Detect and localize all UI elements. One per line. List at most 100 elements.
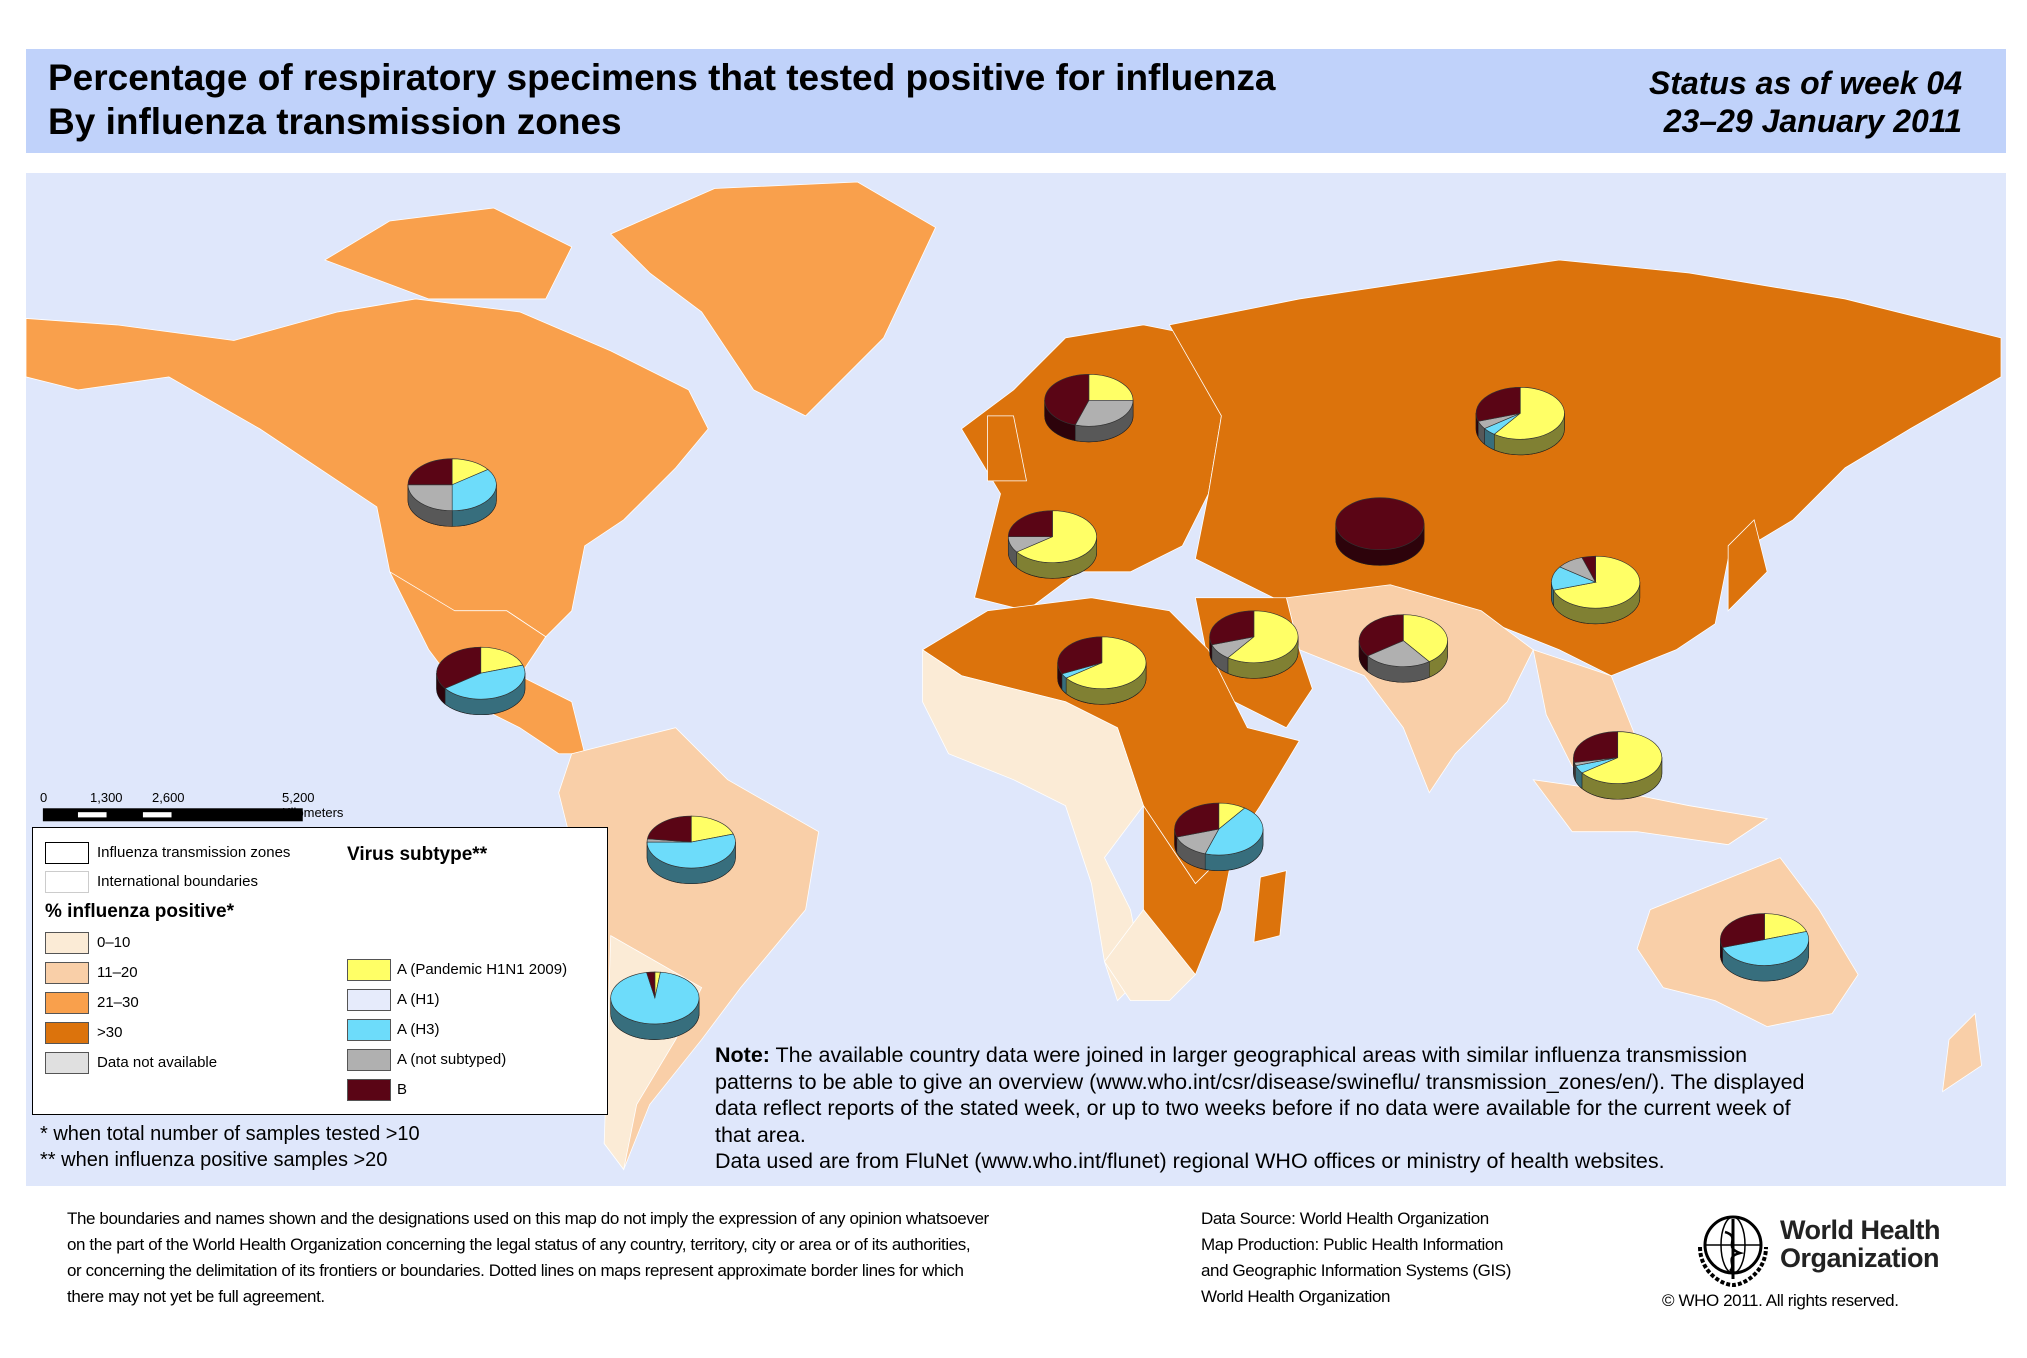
pie-slice <box>1402 614 1448 663</box>
land-new-zealand <box>1942 1012 1982 1093</box>
disclaimer: The boundaries and names shown and the d… <box>67 1206 989 1310</box>
scale-tick: 1,300 <box>90 790 123 805</box>
legend-boundaries-label: International boundaries <box>97 873 258 890</box>
percent-swatch <box>45 1022 89 1044</box>
pie-slice <box>1764 913 1808 940</box>
zone-pie <box>1209 610 1299 679</box>
pie-slice <box>1074 399 1134 427</box>
percent-legend-title: % influenza positive* <box>45 901 234 922</box>
pie-slice <box>1335 497 1425 551</box>
copyright: © WHO 2011. All rights reserved. <box>1662 1291 1899 1310</box>
percent-swatch <box>45 962 89 984</box>
scale-tick: 5,200 Kilometers <box>282 790 344 820</box>
footnote-single: * when total number of samples tested >1… <box>40 1123 420 1145</box>
status-dates: 23–29 January 2011 <box>1663 103 1962 139</box>
virus-legend-title: Virus subtype** <box>347 844 488 865</box>
pie-slice <box>690 815 734 843</box>
who-logo-text: World Health Organization <box>1780 1215 1941 1272</box>
pie-slice <box>451 469 497 512</box>
pie-slice <box>1065 636 1147 690</box>
zone-pie <box>1720 913 1810 982</box>
disclaimer-line: or concerning the delimitation of its fr… <box>67 1261 964 1280</box>
zone-pie <box>1358 614 1448 683</box>
who-emblem-icon <box>1698 1215 1768 1288</box>
pie-slice <box>1573 731 1619 763</box>
pie-slice <box>1057 636 1103 675</box>
pie-slice <box>407 484 453 512</box>
note-text-2: Data used are from FluNet (www.who.int/f… <box>715 1149 1665 1173</box>
pie-slice <box>1209 610 1255 646</box>
credits: Data Source: World Health Organization M… <box>1201 1206 1511 1310</box>
pie-slice <box>436 646 482 689</box>
scale-tick: 0 <box>40 790 48 805</box>
credit-line: Data Source: World Health Organization <box>1201 1209 1489 1228</box>
credit-line: World Health Organization <box>1201 1287 1391 1306</box>
pie-slice <box>444 664 526 700</box>
legend-zones-label: Influenza transmission zones <box>97 844 291 861</box>
note: Note: The available country data were jo… <box>715 1042 1815 1175</box>
pie-slice <box>1227 610 1299 664</box>
disclaimer-line: The boundaries and names shown and the d… <box>67 1209 989 1228</box>
land-south-africa <box>1103 908 1196 1001</box>
pie-slice <box>1475 386 1521 422</box>
footnote-double: ** when influenza positive samples >20 <box>40 1149 388 1171</box>
zone-pie <box>1335 497 1425 566</box>
subtype-label: A (not subtyped) <box>397 1051 507 1068</box>
pie-slice <box>1204 807 1264 856</box>
intl-boundary-swatch <box>45 871 89 893</box>
map-subtitle: By influenza transmission zones <box>48 101 622 142</box>
percent-class-label: 0–10 <box>97 934 131 951</box>
subtype-swatch <box>347 989 391 1011</box>
logo-line: World Health <box>1780 1215 1941 1245</box>
pie-slice <box>1358 614 1404 657</box>
zone-pie <box>1174 802 1264 871</box>
pie-slice <box>1016 510 1097 564</box>
land-northern-asia <box>1168 259 2002 677</box>
land-uk <box>987 415 1027 482</box>
subtype-swatch <box>347 1079 391 1101</box>
credit-line: and Geographic Information Systems (GIS) <box>1201 1261 1511 1280</box>
pie-slice <box>646 971 656 999</box>
scale-bar <box>42 808 303 822</box>
pie-slice <box>1088 373 1134 401</box>
land-north-america <box>25 298 709 638</box>
pie-slice <box>1007 510 1053 538</box>
pie-slice <box>646 833 736 869</box>
pie-slice <box>647 815 692 843</box>
land-south-asia <box>1285 584 1534 794</box>
land-japan <box>1727 519 1768 612</box>
credit-line: Map Production: Public Health Informatio… <box>1201 1235 1504 1254</box>
pie-slice <box>1581 731 1663 784</box>
subtype-label: B <box>397 1081 408 1098</box>
subtype-swatch <box>347 1019 391 1041</box>
zone-pie <box>407 458 497 527</box>
subtype-label: A (H1) <box>397 991 440 1008</box>
pie-slice <box>480 646 524 674</box>
zone-pie <box>610 971 700 1040</box>
zone-pie <box>1007 510 1097 579</box>
land-greenland <box>610 181 937 417</box>
subtype-label: A (H3) <box>397 1021 440 1038</box>
title-band: Percentage of respiratory specimens that… <box>26 49 2006 153</box>
percent-swatch <box>45 992 89 1014</box>
pie-slice <box>1720 913 1765 948</box>
percent-class-label: 11–20 <box>97 964 138 981</box>
percent-swatch <box>45 1052 89 1074</box>
legend: Influenza transmission zones Internation… <box>32 827 608 1115</box>
pie-slice <box>1553 555 1641 609</box>
status-week: Status as of week 04 <box>1648 65 1962 101</box>
percent-class-label: >30 <box>97 1024 123 1041</box>
pie-slice <box>1493 386 1565 440</box>
percent-class-label: 21–30 <box>97 994 139 1011</box>
percent-class-label: Data not available <box>97 1054 218 1071</box>
zone-pie <box>1475 386 1565 456</box>
subtype-swatch <box>347 959 391 981</box>
subtype-swatch <box>347 1049 391 1071</box>
pie-slice <box>1722 931 1809 966</box>
zone-pie <box>436 646 526 716</box>
disclaimer-line: there may not yet be full agreement. <box>67 1287 325 1306</box>
pie-slice <box>1581 555 1596 583</box>
pie-slice <box>407 458 453 486</box>
disclaimer-line: on the part of the World Health Organiza… <box>67 1235 971 1254</box>
